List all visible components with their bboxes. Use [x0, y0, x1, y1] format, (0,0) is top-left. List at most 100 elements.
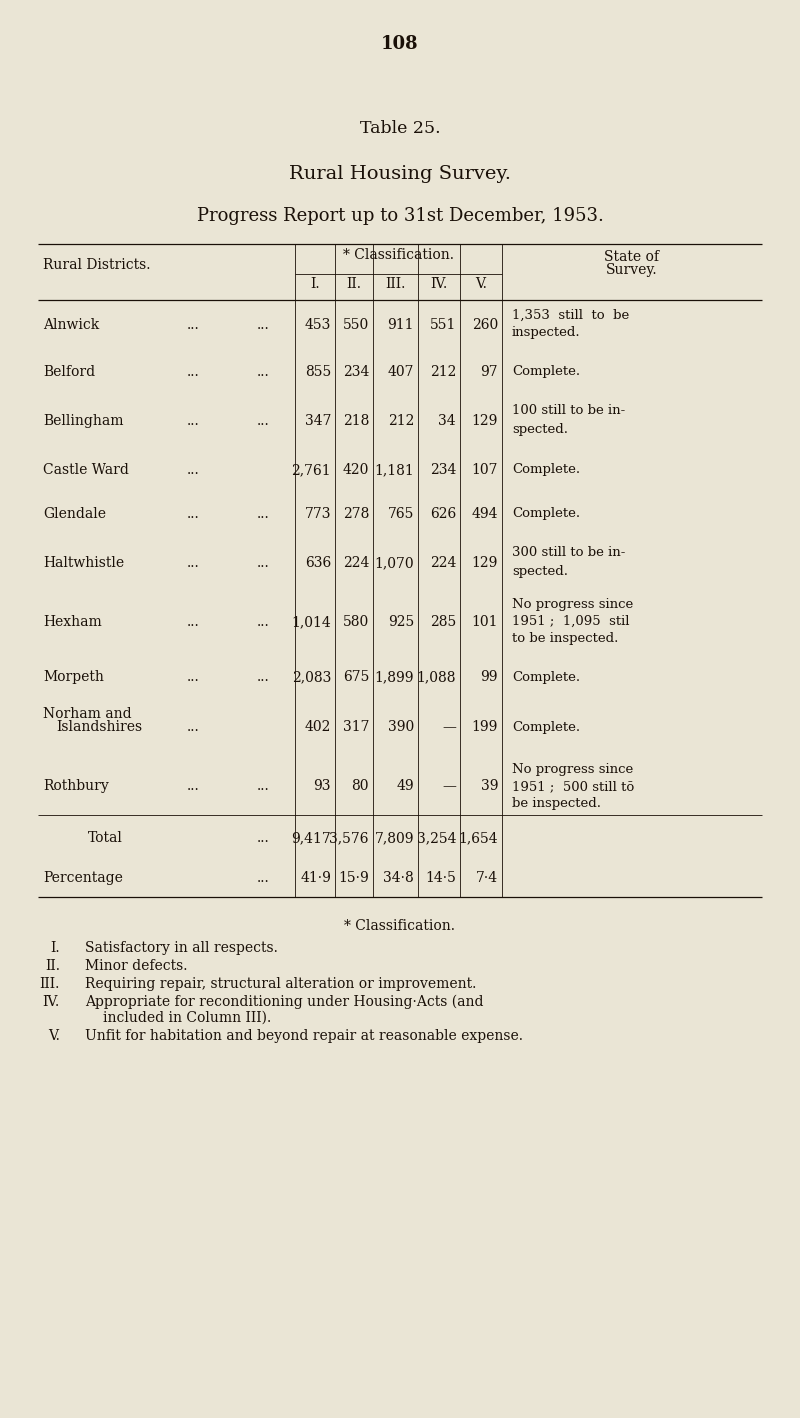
- Text: 407: 407: [387, 364, 414, 379]
- Text: ...: ...: [186, 318, 199, 332]
- Text: 494: 494: [471, 508, 498, 520]
- Text: 925: 925: [388, 615, 414, 630]
- Text: Survey.: Survey.: [606, 262, 658, 277]
- Text: No progress since: No progress since: [512, 763, 634, 776]
- Text: 773: 773: [305, 508, 331, 520]
- Text: 34: 34: [438, 414, 456, 428]
- Text: * Classification.: * Classification.: [343, 248, 454, 262]
- Text: 390: 390: [388, 720, 414, 735]
- Text: Progress Report up to 31st December, 1953.: Progress Report up to 31st December, 195…: [197, 207, 603, 225]
- Text: 100 still to be in-: 100 still to be in-: [512, 404, 626, 417]
- Text: 7·4: 7·4: [476, 871, 498, 885]
- Text: 2,083: 2,083: [292, 669, 331, 683]
- Text: Haltwhistle: Haltwhistle: [43, 556, 124, 570]
- Text: 1,899: 1,899: [374, 669, 414, 683]
- Text: 101: 101: [471, 615, 498, 630]
- Text: —: —: [442, 720, 456, 735]
- Text: included in Column III).: included in Column III).: [103, 1011, 271, 1025]
- Text: 1,654: 1,654: [458, 831, 498, 845]
- Text: 212: 212: [388, 414, 414, 428]
- Text: Alnwick: Alnwick: [43, 318, 99, 332]
- Text: 765: 765: [388, 508, 414, 520]
- Text: ...: ...: [186, 556, 199, 570]
- Text: 260: 260: [472, 318, 498, 332]
- Text: 453: 453: [305, 318, 331, 332]
- Text: 300 still to be in-: 300 still to be in-: [512, 546, 626, 559]
- Text: Minor defects.: Minor defects.: [85, 959, 187, 973]
- Text: 9,417: 9,417: [291, 831, 331, 845]
- Text: 39: 39: [481, 778, 498, 793]
- Text: ...: ...: [186, 778, 199, 793]
- Text: 7,809: 7,809: [374, 831, 414, 845]
- Text: ...: ...: [257, 831, 270, 845]
- Text: Appropriate for reconditioning under Housing·Acts (and: Appropriate for reconditioning under Hou…: [85, 995, 483, 1010]
- Text: 1,014: 1,014: [291, 615, 331, 630]
- Text: ...: ...: [257, 364, 270, 379]
- Text: 212: 212: [430, 364, 456, 379]
- Text: ...: ...: [186, 615, 199, 630]
- Text: 580: 580: [342, 615, 369, 630]
- Text: 1951 ;  500 still tō: 1951 ; 500 still tō: [512, 780, 634, 793]
- Text: Requiring repair, structural alteration or improvement.: Requiring repair, structural alteration …: [85, 977, 476, 991]
- Text: No progress since: No progress since: [512, 598, 634, 611]
- Text: 107: 107: [471, 464, 498, 476]
- Text: V.: V.: [475, 277, 487, 291]
- Text: Hexham: Hexham: [43, 615, 102, 630]
- Text: Belford: Belford: [43, 364, 95, 379]
- Text: 626: 626: [430, 508, 456, 520]
- Text: 347: 347: [305, 414, 331, 428]
- Text: 93: 93: [314, 778, 331, 793]
- Text: 224: 224: [430, 556, 456, 570]
- Text: Satisfactory in all respects.: Satisfactory in all respects.: [85, 942, 278, 954]
- Text: Complete.: Complete.: [512, 720, 580, 733]
- Text: 402: 402: [305, 720, 331, 735]
- Text: ...: ...: [186, 364, 199, 379]
- Text: ...: ...: [186, 669, 199, 683]
- Text: 1,181: 1,181: [374, 464, 414, 476]
- Text: Rural Districts.: Rural Districts.: [43, 258, 150, 272]
- Text: spected.: spected.: [512, 564, 568, 577]
- Text: —: —: [442, 778, 456, 793]
- Text: 2,761: 2,761: [291, 464, 331, 476]
- Text: 675: 675: [342, 669, 369, 683]
- Text: ...: ...: [186, 414, 199, 428]
- Text: 224: 224: [342, 556, 369, 570]
- Text: 129: 129: [472, 556, 498, 570]
- Text: 234: 234: [430, 464, 456, 476]
- Text: Rothbury: Rothbury: [43, 778, 109, 793]
- Text: inspected.: inspected.: [512, 326, 581, 339]
- Text: 285: 285: [430, 615, 456, 630]
- Text: ...: ...: [257, 871, 270, 885]
- Text: 34·8: 34·8: [383, 871, 414, 885]
- Text: II.: II.: [346, 277, 362, 291]
- Text: be inspected.: be inspected.: [512, 797, 601, 810]
- Text: 80: 80: [351, 778, 369, 793]
- Text: 317: 317: [342, 720, 369, 735]
- Text: 49: 49: [396, 778, 414, 793]
- Text: Table 25.: Table 25.: [360, 121, 440, 138]
- Text: ...: ...: [186, 720, 199, 735]
- Text: 218: 218: [342, 414, 369, 428]
- Text: 99: 99: [481, 669, 498, 683]
- Text: Glendale: Glendale: [43, 508, 106, 520]
- Text: 1951 ;  1,095  stil: 1951 ; 1,095 stil: [512, 615, 630, 628]
- Text: Castle Ward: Castle Ward: [43, 464, 129, 476]
- Text: 3,254: 3,254: [417, 831, 456, 845]
- Text: III.: III.: [386, 277, 406, 291]
- Text: Unfit for habitation and beyond repair at reasonable expense.: Unfit for habitation and beyond repair a…: [85, 1029, 523, 1044]
- Text: I.: I.: [310, 277, 320, 291]
- Text: 129: 129: [472, 414, 498, 428]
- Text: Islandshires: Islandshires: [56, 720, 142, 735]
- Text: III.: III.: [40, 977, 60, 991]
- Text: II.: II.: [45, 959, 60, 973]
- Text: 420: 420: [342, 464, 369, 476]
- Text: ...: ...: [257, 778, 270, 793]
- Text: ...: ...: [257, 615, 270, 630]
- Text: 911: 911: [387, 318, 414, 332]
- Text: ...: ...: [257, 669, 270, 683]
- Text: 1,088: 1,088: [417, 669, 456, 683]
- Text: 14·5: 14·5: [425, 871, 456, 885]
- Text: 1,353  still  to  be: 1,353 still to be: [512, 309, 630, 322]
- Text: 1,070: 1,070: [374, 556, 414, 570]
- Text: Total: Total: [88, 831, 123, 845]
